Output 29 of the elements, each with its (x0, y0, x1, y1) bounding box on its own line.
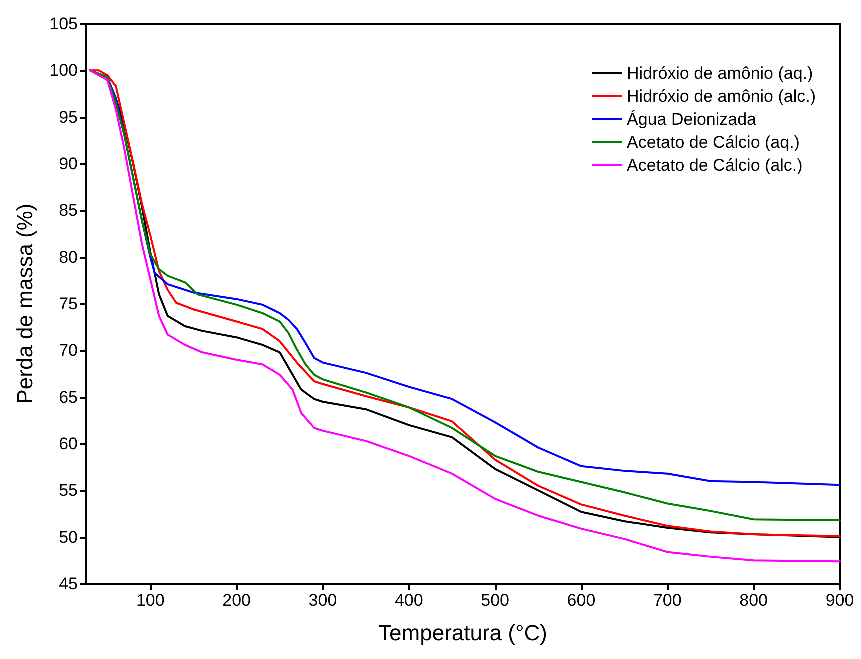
x-tick-label: 600 (567, 591, 596, 610)
y-tick-label: 65 (59, 388, 78, 407)
x-tick-label: 700 (653, 591, 682, 610)
y-tick-label: 60 (59, 434, 78, 454)
y-tick-label: 50 (59, 528, 78, 547)
x-tick-label: 400 (394, 591, 424, 610)
y-tick-label: 105 (50, 14, 78, 34)
x-tick-label: 300 (308, 591, 338, 610)
legend-label: Acetato de Cálcio (alc.) (627, 156, 803, 175)
y-tick-label: 75 (59, 294, 78, 314)
x-tick-label: 900 (826, 591, 854, 610)
legend-label: Acetato de Cálcio (aq.) (627, 133, 800, 152)
y-tick-label: 90 (59, 154, 78, 174)
x-tick-label: 100 (136, 591, 165, 610)
legend-label: Água Deionizada (627, 110, 758, 129)
y-tick-label: 70 (59, 341, 78, 360)
y-tick-label: 55 (59, 481, 78, 500)
x-tick-label: 200 (222, 591, 251, 610)
x-axis-title: Temperatura (°C) (378, 620, 548, 646)
x-tick-label: 500 (481, 591, 510, 610)
y-tick-label: 85 (59, 201, 78, 220)
legend-label: Hidróxio de amônio (aq.) (627, 64, 814, 83)
y-axis-title: Perda de massa (%) (12, 204, 38, 404)
y-tick-label: 45 (59, 574, 78, 594)
x-tick-label: 800 (740, 591, 768, 610)
y-tick-label: 100 (50, 61, 78, 80)
legend-label: Hidróxio de amônio (alc.) (627, 87, 816, 106)
y-tick-label: 80 (59, 248, 78, 267)
y-tick-label: 95 (59, 108, 78, 127)
